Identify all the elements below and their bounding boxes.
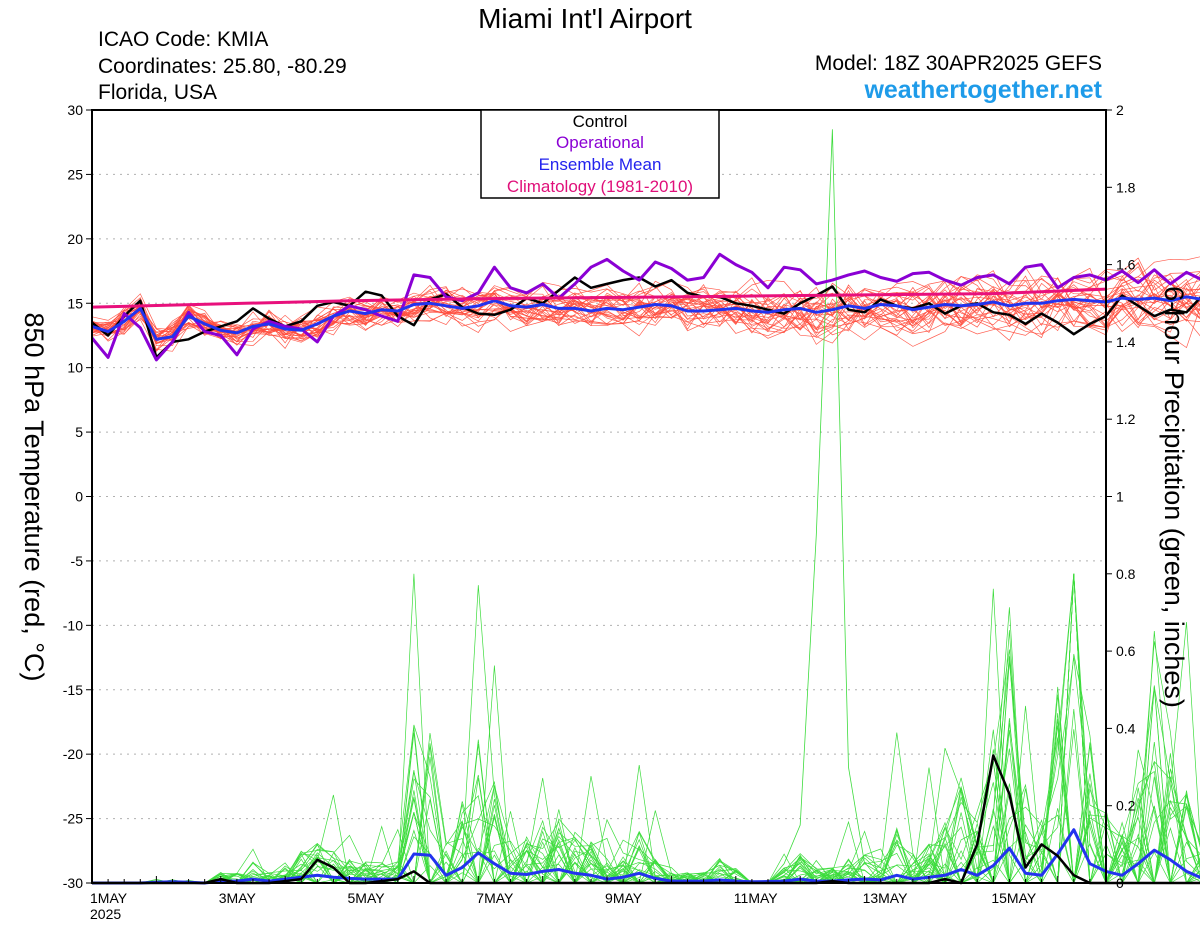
precip-member-line — [92, 630, 1200, 884]
x-tick-label: 15MAY — [991, 890, 1037, 906]
x-tick-label: 7MAY — [476, 890, 514, 906]
precip-member-line — [92, 656, 1200, 885]
y-left-tick-label: 15 — [67, 295, 83, 311]
y-left-tick-label: 30 — [67, 102, 83, 118]
ensemble-mean-precip-line — [92, 828, 1200, 885]
temp-member-line — [91, 270, 1200, 334]
site-link[interactable]: weathertogether.net — [864, 76, 1102, 104]
precip-ensemble-members — [92, 129, 1200, 885]
y-right-tick-label: 1.8 — [1116, 179, 1136, 195]
x-tick-label: 1MAY — [90, 890, 128, 906]
ensemble-mean-temp-line — [91, 295, 1200, 341]
temp-member-line — [91, 257, 1200, 342]
temp-member-line — [91, 261, 1200, 344]
temp-member-line — [91, 281, 1200, 342]
coordinates: Coordinates: 25.80, -80.29 — [98, 55, 347, 78]
x-tick-label: 13MAY — [863, 890, 909, 906]
y-left-tick-label: 5 — [75, 424, 83, 440]
y-right-tick-label: 1.4 — [1116, 334, 1136, 350]
y-left-tick-label: 10 — [67, 360, 83, 376]
y-axis-left-label: 850 hPa Temperature (red, °C) — [19, 313, 49, 682]
icao-code: ICAO Code: KMIA — [98, 28, 269, 51]
precip-member-line — [92, 649, 1200, 884]
x-tick-sublabel: 2025 — [90, 906, 121, 922]
y-left-tick-label: -5 — [71, 553, 84, 569]
precip-member-line — [92, 657, 1200, 885]
y-right-tick-label: 2 — [1116, 102, 1124, 118]
y-right-tick-label: 0 — [1116, 875, 1124, 891]
y-right-tick-label: 0.6 — [1116, 643, 1136, 659]
y-left-tick-label: 20 — [67, 231, 83, 247]
x-tick-label: 5MAY — [348, 890, 386, 906]
chart-title: Miami Int'l Airport — [478, 3, 692, 34]
x-tick-label: 11MAY — [734, 890, 778, 906]
y-right-tick-label: 0.4 — [1116, 720, 1136, 736]
precip-member-line — [92, 656, 1200, 884]
precip-member-line — [92, 729, 1200, 884]
legend-box — [480, 109, 720, 199]
precip-member-spike — [767, 129, 897, 884]
y-right-tick-label: 0.8 — [1116, 566, 1136, 582]
legend-climatology: Climatology (1981-2010) — [507, 177, 693, 196]
y-axis-right-label: 6-hour Precipitation (green, inches) — [1159, 286, 1189, 708]
y-right-tick-label: 1 — [1116, 489, 1124, 505]
precip-member-line — [92, 573, 1200, 884]
x-tick-label: 9MAY — [605, 890, 643, 906]
y-left-tick-label: -10 — [63, 617, 83, 633]
precip-member-line — [92, 573, 1200, 884]
y-left-tick-label: 0 — [75, 489, 83, 505]
gridlines — [92, 173, 1106, 820]
y-left-tick-label: -25 — [63, 811, 83, 827]
y-right-tick-label: 1.6 — [1116, 257, 1136, 273]
precip-member-line — [92, 783, 1200, 884]
temp-member-line — [91, 271, 1200, 338]
precip-member-line — [92, 607, 1200, 885]
y-left-tick-label: 25 — [67, 166, 83, 182]
model-run: Model: 18Z 30APR2025 GEFS — [814, 52, 1102, 75]
y-left-tick-label: -15 — [63, 682, 83, 698]
climatology-temp-line — [91, 287, 1107, 309]
right-axis: 2 1.8 1.6 1.4 1.2 1 0.8 0.6 0.4 0.2 0 — [1106, 102, 1136, 891]
precip-member-line — [92, 708, 1200, 884]
x-tick-label: 3MAY — [219, 890, 257, 906]
legend: Control Operational Ensemble Mean Climat… — [480, 109, 720, 199]
operational-temp-line — [90, 252, 1200, 362]
region: Florida, USA — [98, 81, 218, 104]
y-right-tick-label: 0.2 — [1116, 798, 1136, 814]
control-temp-line — [91, 276, 1200, 359]
legend-operational: Operational — [556, 133, 644, 152]
y-right-tick-label: 1.2 — [1116, 411, 1136, 427]
y-left-tick-label: -30 — [63, 875, 83, 891]
y-left-tick-label: -20 — [63, 746, 83, 762]
left-axis: 30 25 20 15 10 5 0 -5 -10 -15 -20 -25 -30 — [63, 102, 92, 891]
legend-control: Control — [573, 112, 628, 131]
legend-ensemble-mean: Ensemble Mean — [539, 155, 662, 174]
